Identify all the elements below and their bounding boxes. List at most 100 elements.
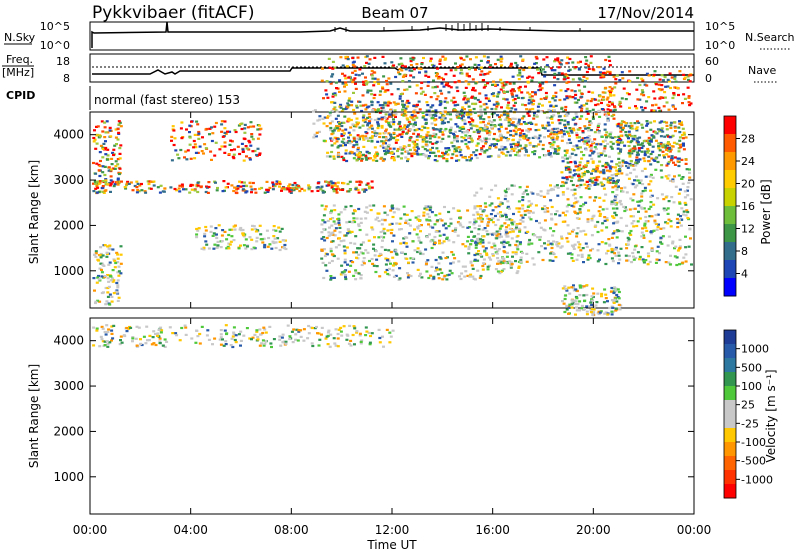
echo-cell [635,88,639,91]
echo-cell [633,186,637,189]
echo-cell [225,332,229,335]
echo-cell [459,224,463,227]
echo-cell [591,160,595,163]
echo-cell [279,344,283,347]
echo-cell [662,198,666,201]
echo-cell [432,64,436,67]
echo-cell [363,120,367,124]
echo-cell [410,69,414,72]
echo-cell [568,171,572,174]
echo-cell [439,102,443,105]
echo-cell [352,274,356,277]
echo-cell [376,78,380,81]
echo-cell [574,197,578,200]
echo-cell [522,133,526,136]
echo-cell [320,257,324,260]
echo-cell [104,153,108,156]
echo-cell [378,341,382,344]
echo-cell [636,98,640,101]
echo-cell [443,129,447,132]
echo-cell [466,274,470,277]
echo-cell [641,126,645,129]
echo-cell [678,136,682,139]
echo-cell [466,136,470,139]
echo-cell [404,221,408,224]
echo-cell [642,261,646,264]
echo-cell [471,275,475,278]
echo-cell [550,246,554,250]
echo-cell [419,67,423,70]
echo-cell [399,217,403,220]
echo-cell [633,147,637,150]
echo-cell [433,241,437,244]
echo-cell [377,108,380,111]
echo-cell [556,128,560,131]
echo-cell [385,137,388,140]
echo-cell [669,254,672,257]
echo-cell [421,90,425,93]
echo-cell [532,263,536,266]
echo-cell [552,105,556,108]
echo-cell [552,114,556,117]
echo-cell [118,157,122,160]
echo-cell [611,186,615,189]
echo-cell [373,56,377,59]
echo-cell [103,340,107,343]
echo-cell [219,343,223,346]
echo-cell [574,295,578,299]
echo-cell [640,207,644,210]
echo-cell [481,129,485,132]
echo-cell [404,150,408,153]
echo-cell [629,150,633,153]
echo-cell [663,209,667,212]
echo-cell [611,103,614,106]
echo-cell [550,205,554,209]
echo-cell [568,303,572,306]
echo-cell [253,188,257,191]
echo-cell [434,214,438,217]
echo-cell [429,96,433,99]
echo-cell [287,185,291,188]
echo-cell [614,297,618,300]
echo-cell [366,116,370,119]
echo-cell [113,259,117,262]
echo-cell [515,240,519,243]
echo-cell [297,330,301,333]
echo-cell [654,213,658,217]
echo-cell [273,237,277,240]
echo-cell [663,135,667,138]
echo-cell [462,91,466,94]
echo-cell [543,219,547,222]
echo-cell [534,62,538,65]
echo-cell [273,184,277,188]
echo-cell [663,91,667,94]
echo-cell [501,148,505,151]
echo-cell [406,159,409,163]
echo-cell [242,137,246,140]
echo-cell [527,137,531,140]
echo-cell [180,183,184,186]
echo-cell [327,184,331,187]
echo-cell [565,237,569,240]
echo-cell [681,137,685,140]
echo-cell [240,122,244,125]
echo-cell [367,62,371,65]
echo-cell [383,90,387,93]
echo-cell [383,131,387,134]
echo-cell [568,134,571,138]
echo-cell [508,231,512,234]
echo-cell [396,134,400,137]
echo-cell [557,132,561,135]
echo-cell [501,243,505,246]
echo-cell [573,192,577,195]
echo-cell [651,104,654,107]
echo-cell [356,150,360,153]
echo-cell [406,99,410,102]
echo-cell [463,95,467,98]
echo-cell [408,232,412,235]
echo-cell [392,101,396,104]
echo-cell [468,75,471,78]
echo-cell [422,136,426,139]
echo-cell [583,140,587,143]
echo-cell [516,154,519,157]
